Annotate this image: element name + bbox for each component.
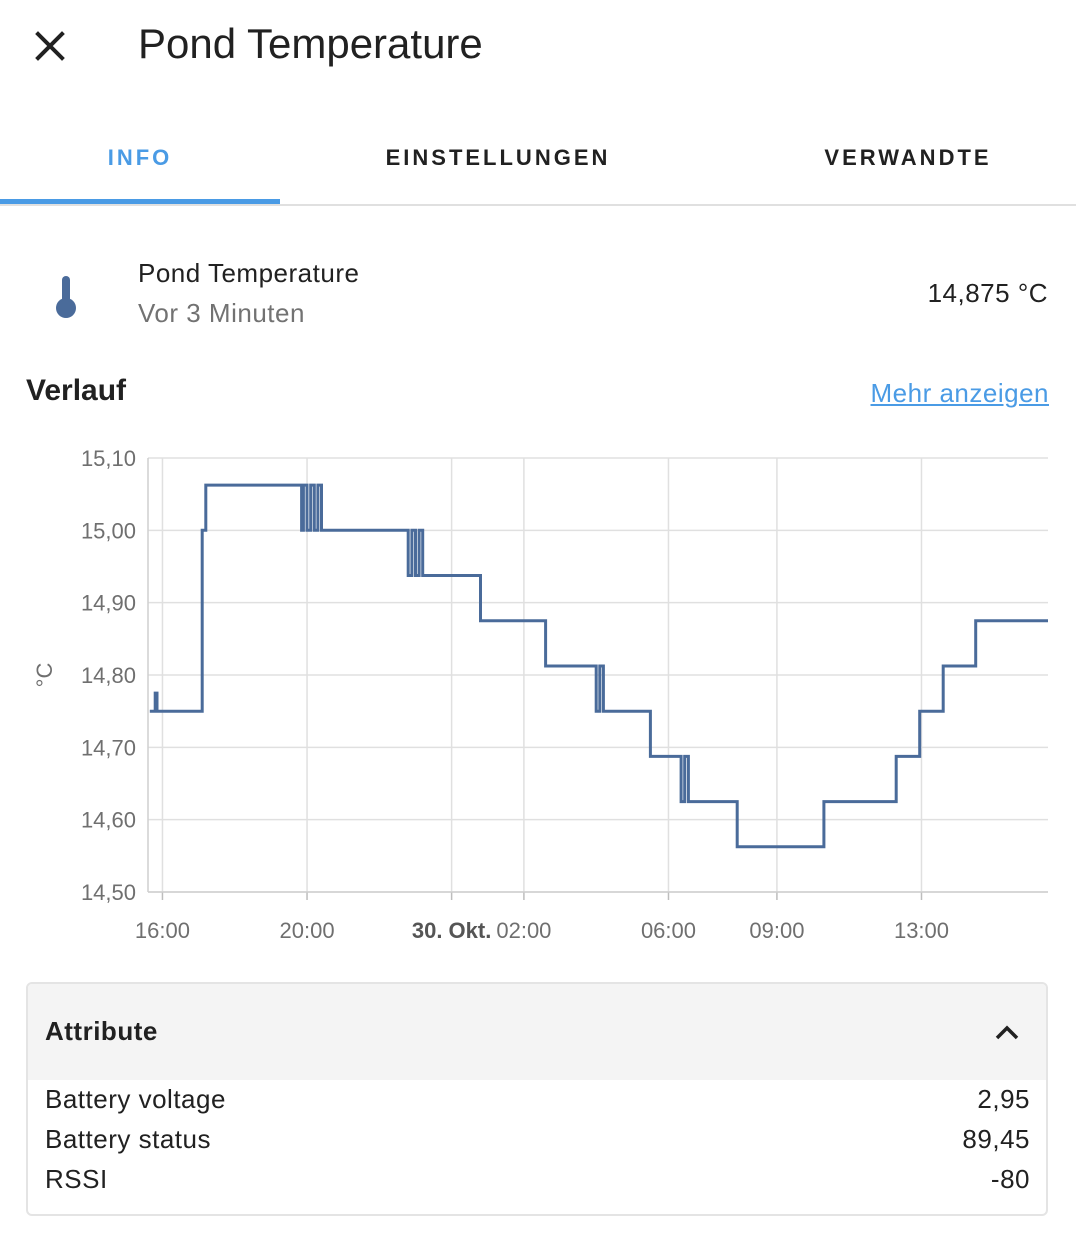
attribute-row: Battery voltage 2,95 — [28, 1084, 1046, 1124]
tab-bar: INFO EINSTELLUNGEN VERWANDTE — [0, 112, 1076, 206]
x-tick-label: 06:00 — [641, 918, 696, 943]
attribute-value: 89,45 — [962, 1124, 1030, 1154]
y-tick-label: 15,00 — [81, 518, 136, 543]
y-tick-label: 14,90 — [81, 591, 136, 616]
y-axis-label: °C — [32, 663, 57, 688]
attribute-row: RSSI -80 — [28, 1164, 1046, 1204]
attribute-value: -80 — [990, 1164, 1030, 1194]
y-tick-label: 14,50 — [81, 880, 136, 905]
attribute-key: Battery voltage — [45, 1084, 226, 1114]
x-tick-label: 30. Okt. — [412, 918, 491, 943]
close-icon — [35, 31, 65, 61]
x-tick-label: 02:00 — [496, 918, 551, 943]
attribute-key: Battery status — [45, 1124, 211, 1154]
entity-last-changed: Vor 3 Minuten — [138, 298, 305, 328]
y-tick-label: 15,10 — [81, 446, 136, 471]
temperature-series-line — [149, 483, 1048, 849]
history-title: Verlauf — [26, 374, 127, 407]
history-chart: 15,10 15,00 14,90 14,80 14,70 14,60 14,50 16:00… — [0, 440, 1076, 960]
entity-name: Pond Temperature — [138, 258, 360, 288]
thermometer-icon — [56, 276, 76, 318]
attributes-panel: Attribute Battery voltage 2,95 Battery s… — [26, 982, 1048, 1216]
dialog-title: Pond Temperature — [138, 20, 483, 67]
tab-info[interactable]: INFO — [107, 145, 173, 170]
show-more-link[interactable]: Mehr anzeigen — [870, 378, 1049, 408]
attribute-value: 2,95 — [977, 1084, 1030, 1114]
attributes-title: Attribute — [45, 1016, 158, 1046]
attribute-row: Battery status 89,45 — [28, 1124, 1046, 1164]
history-chart-svg: 15,10 15,00 14,90 14,80 14,70 14,60 14,50 16:00… — [32, 446, 1048, 943]
y-tick-label: 14,60 — [81, 808, 136, 833]
x-tick-label: 13:00 — [894, 918, 949, 943]
entity-state: 14,875 °C — [927, 278, 1048, 308]
entity-row: Pond Temperature Vor 3 Minuten 14,875 °C — [0, 250, 1076, 340]
tab-settings[interactable]: EINSTELLUNGEN — [385, 145, 611, 170]
attributes-header[interactable]: Attribute — [28, 984, 1046, 1080]
chevron-up-icon[interactable] — [992, 1018, 1022, 1048]
dialog-header: Pond Temperature — [0, 0, 1076, 92]
active-tab-indicator — [0, 199, 280, 204]
close-button[interactable] — [26, 22, 74, 70]
y-tick-label: 14,70 — [81, 735, 136, 760]
x-tick-label: 16:00 — [135, 918, 190, 943]
attribute-key: RSSI — [45, 1164, 108, 1194]
tab-related[interactable]: VERWANDTE — [824, 145, 992, 170]
x-tick-label: 09:00 — [749, 918, 804, 943]
y-tick-label: 14,80 — [81, 663, 136, 688]
x-tick-label: 20:00 — [280, 918, 335, 943]
